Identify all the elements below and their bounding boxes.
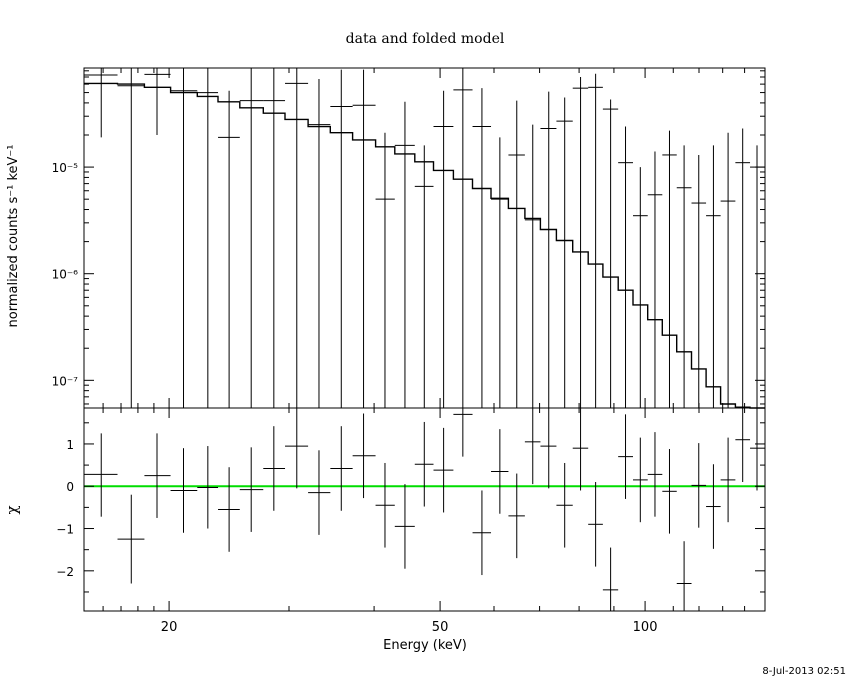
- residual-point: [394, 484, 415, 569]
- residual-points-series: [84, 408, 765, 611]
- residual-point: [414, 421, 434, 507]
- residual-point: [618, 414, 634, 499]
- data-point: [453, 68, 473, 408]
- residual-point: [647, 432, 663, 517]
- data-point: [491, 137, 509, 408]
- residual-point: [491, 429, 509, 514]
- residual-point: [588, 482, 603, 567]
- residual-point: [691, 443, 707, 528]
- residual-point: [602, 547, 619, 611]
- residual-point: [720, 437, 736, 523]
- y-tick-label: 1: [66, 438, 74, 452]
- y-tick-label: 10⁻⁵: [52, 161, 79, 175]
- data-point: [572, 76, 589, 408]
- data-point: [524, 124, 541, 408]
- timestamp: 8-Jul-2013 02:51: [762, 666, 846, 677]
- data-point: [720, 132, 736, 408]
- data-point: [750, 145, 765, 408]
- data-point: [662, 130, 677, 408]
- data-point: [556, 97, 573, 408]
- residual-point: [433, 427, 454, 513]
- x-tick-label: 50: [432, 620, 449, 635]
- y-tick-label: 10⁻⁷: [52, 374, 79, 388]
- residual-point: [453, 408, 473, 457]
- data-point: [414, 145, 434, 408]
- y-tick-label: 10⁻⁶: [52, 268, 79, 282]
- residual-point: [285, 408, 309, 489]
- residual-point: [218, 467, 240, 552]
- residual-point: [662, 449, 677, 534]
- data-point: [144, 68, 171, 135]
- residual-point: [633, 437, 648, 523]
- top-panel: 10⁻⁵ 10⁻⁶ 10⁻⁷: [52, 67, 766, 409]
- residual-point: [144, 433, 171, 518]
- data-point: [308, 79, 331, 408]
- bottom-y-axis-label: χ: [3, 505, 21, 514]
- data-point: [375, 132, 395, 408]
- data-point: [618, 126, 634, 408]
- y-tick-label: −1: [56, 523, 74, 537]
- chart-title: data and folded model: [346, 31, 505, 47]
- data-point: [239, 68, 264, 408]
- top-axis-ticks: 10⁻⁵ 10⁻⁶ 10⁻⁷: [52, 68, 766, 408]
- data-point: [84, 68, 118, 138]
- data-point: [433, 90, 454, 408]
- data-point: [647, 151, 663, 408]
- data-point: [285, 68, 309, 408]
- data-point: [263, 68, 286, 408]
- residual-point: [508, 473, 525, 559]
- residual-point: [170, 448, 198, 533]
- residual-point: [375, 462, 395, 548]
- data-point: [633, 167, 648, 408]
- data-point: [676, 145, 692, 408]
- x-tick-label: 20: [161, 620, 178, 635]
- residual-point: [524, 408, 541, 485]
- data-point: [170, 68, 198, 408]
- data-point: [352, 69, 376, 408]
- residual-point: [676, 541, 692, 611]
- data-point: [197, 68, 219, 408]
- data-point: [588, 73, 603, 408]
- residual-point: [330, 426, 353, 511]
- residual-point: [540, 408, 557, 489]
- y-tick-label: −2: [56, 565, 74, 579]
- data-point: [117, 68, 145, 408]
- x-tick-label: 100: [633, 620, 658, 635]
- residual-point: [472, 490, 492, 576]
- x-axis-label: Energy (keV): [383, 638, 467, 653]
- residual-point: [197, 446, 219, 529]
- top-y-axis-label: normalized counts s⁻¹ keV⁻¹: [6, 145, 21, 328]
- model-step-series: [84, 82, 765, 409]
- y-tick-label: 0: [66, 480, 74, 494]
- residual-point: [352, 413, 376, 499]
- residual-point: [735, 408, 751, 483]
- data-points-series: [84, 68, 765, 408]
- data-point: [508, 100, 525, 408]
- residual-point: [84, 433, 118, 517]
- residual-point: [117, 494, 145, 584]
- bottom-plot-frame: [83, 407, 766, 612]
- data-point: [218, 90, 240, 408]
- data-point: [706, 145, 721, 408]
- data-point: [691, 154, 707, 408]
- bottom-axis-ticks: 1 0 −1 −2 20 50 100: [56, 408, 766, 635]
- residual-point: [239, 447, 264, 532]
- residual-point: [556, 462, 573, 548]
- model-curve: [84, 82, 765, 409]
- data-point: [540, 91, 557, 408]
- residual-point: [572, 408, 589, 491]
- data-point: [330, 69, 353, 408]
- residual-point: [308, 450, 331, 535]
- data-point: [472, 88, 492, 408]
- data-point: [394, 101, 415, 408]
- bottom-panel: 1 0 −1 −2 20 50 100: [56, 407, 766, 635]
- residual-point: [706, 464, 721, 549]
- residual-point: [263, 426, 286, 511]
- data-point: [602, 99, 619, 408]
- data-point: [735, 128, 751, 408]
- residual-point: [750, 408, 765, 491]
